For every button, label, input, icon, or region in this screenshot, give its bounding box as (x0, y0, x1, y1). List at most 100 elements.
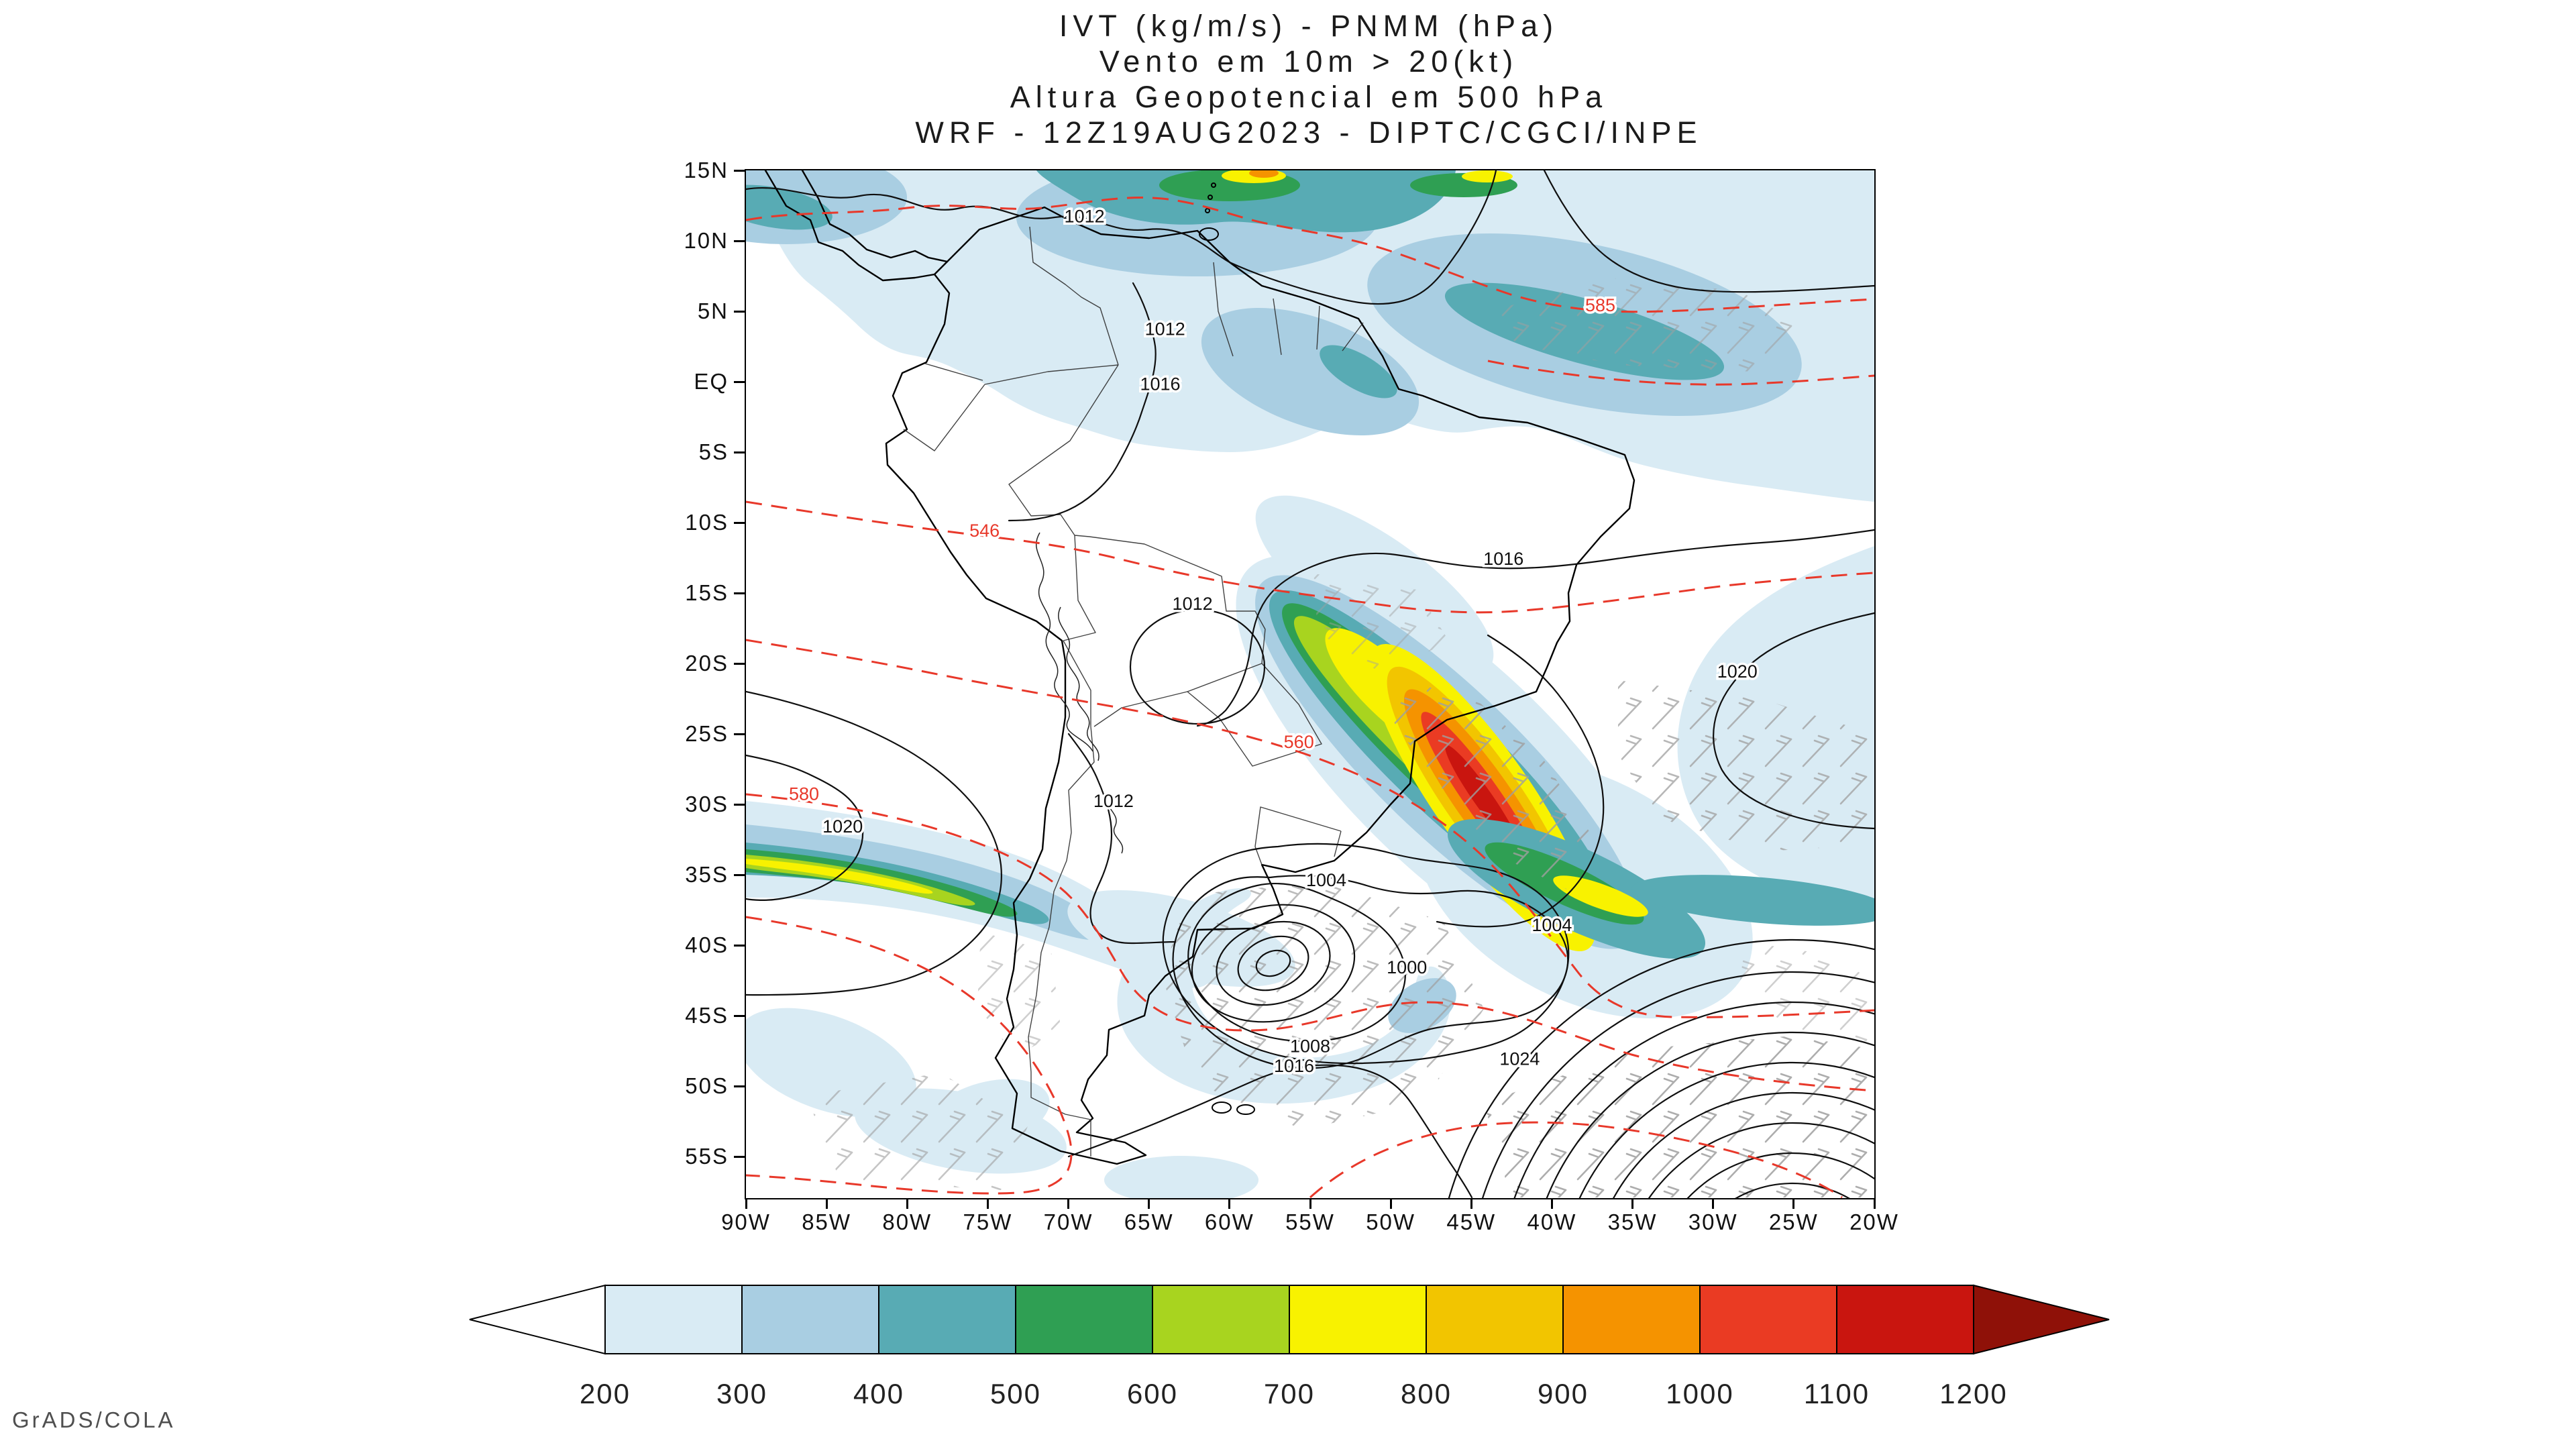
lat-tick-mark (734, 381, 745, 383)
height-contour-label: 585 (1585, 295, 1615, 315)
colorbar-segment (1836, 1285, 1974, 1354)
colorbar-level-label: 500 (990, 1378, 1041, 1409)
lat-tick-label: 25S (685, 721, 729, 746)
pressure-contour-label: 1020 (822, 816, 863, 837)
colorbar-segment (1015, 1285, 1153, 1354)
pressure-contour-label: 1012 (1145, 319, 1185, 339)
colorbar-segment (878, 1285, 1016, 1354)
lat-tick-mark (734, 522, 745, 524)
pressure-contour-label: 1012 (1065, 207, 1105, 227)
colorbar-level-label: 200 (580, 1378, 631, 1409)
southeast-low-contours (1448, 939, 1874, 1198)
lat-tick-label: 45S (685, 1003, 729, 1028)
lon-tick-mark (1389, 1198, 1392, 1209)
lon-tick-mark (1631, 1198, 1634, 1209)
lon-tick-mark (745, 1198, 747, 1209)
title-line-3: Altura Geopotencial em 500 hPa (1010, 80, 1608, 114)
map-canvas: 1012 1012 1016 1016 1012 1020 1020 1012 1004 1004… (746, 170, 1874, 1198)
falkland-islands (1212, 1102, 1232, 1114)
lon-tick-mark (1792, 1198, 1795, 1209)
lon-tick-mark (1228, 1198, 1231, 1209)
colorbar-segment (1152, 1285, 1290, 1354)
pressure-contour-label: 1016 (1483, 549, 1523, 569)
lon-tick-label: 70W (1043, 1210, 1093, 1234)
lat-tick-mark (734, 592, 745, 594)
colorbar-segment (1426, 1285, 1564, 1354)
title-line-2: Vento em 10m > 20(kt) (1099, 44, 1519, 78)
pressure-contour-label: 1016 (1140, 374, 1180, 394)
lat-tick-label: 10S (685, 510, 729, 535)
lat-tick-label: 35S (685, 862, 729, 887)
lat-tick-label: 20S (685, 651, 729, 676)
lon-tick-mark (1550, 1198, 1553, 1209)
colorbar-level-label: 400 (853, 1378, 904, 1409)
colorbar-level-label: 1200 (1939, 1378, 2007, 1409)
colorbar-segment (1562, 1285, 1701, 1354)
colorbar-level-label: 600 (1127, 1378, 1178, 1409)
lon-tick-label: 40W (1527, 1210, 1577, 1234)
lon-tick-label: 55W (1285, 1210, 1335, 1234)
colorbar-segment (1699, 1285, 1837, 1354)
lat-tick-mark (734, 1015, 745, 1017)
geopotential-contours (746, 197, 1874, 1198)
lon-tick-mark (1712, 1198, 1715, 1209)
colorbar-segment (604, 1285, 743, 1354)
lat-tick-label: 55S (685, 1144, 729, 1169)
colorbar-level-label: 800 (1401, 1378, 1452, 1409)
lon-tick-mark (1873, 1198, 1876, 1209)
colorbar-level-label: 1000 (1666, 1378, 1733, 1409)
lat-tick-label: 15S (685, 580, 729, 605)
lon-tick-mark (986, 1198, 989, 1209)
lon-tick-label: 85W (802, 1210, 852, 1234)
lat-tick-mark (734, 240, 745, 242)
height-contour-label: 560 (1284, 732, 1314, 752)
lon-tick-label: 75W (963, 1210, 1013, 1234)
colorbar-level-label: 900 (1538, 1378, 1589, 1409)
lat-tick-mark (734, 733, 745, 735)
lat-tick-label: EQ (694, 369, 729, 394)
lon-tick-label: 45W (1446, 1210, 1497, 1234)
colorbar-segment (1289, 1285, 1427, 1354)
lat-tick-label: 5S (698, 439, 729, 464)
lon-tick-label: 20W (1849, 1210, 1899, 1234)
lon-tick-label: 90W (721, 1210, 771, 1234)
lat-tick-mark (734, 311, 745, 313)
andes-contour-squiggles (1036, 532, 1124, 854)
pressure-contour-label: 1012 (1173, 594, 1213, 614)
lon-tick-mark (1148, 1198, 1150, 1209)
lat-tick-mark (734, 945, 745, 947)
lon-tick-label: 50W (1366, 1210, 1416, 1234)
trinidad-island (1199, 227, 1219, 241)
pressure-contour-label: 1008 (1290, 1036, 1330, 1057)
grads-credit: GrADS/COLA (12, 1407, 176, 1432)
height-labels: 585 546 560 580 (786, 293, 1617, 807)
lon-tick-label: 80W (882, 1210, 932, 1234)
lat-tick-label: 30S (685, 792, 729, 816)
colorbar-segment (741, 1285, 879, 1354)
lat-tick-mark (734, 451, 745, 453)
colorbar-left-arrow (469, 1284, 606, 1355)
lat-tick-label: 50S (685, 1073, 729, 1098)
cyclone-contours (1162, 843, 1570, 1069)
lat-tick-label: 10N (684, 228, 729, 253)
lat-tick-mark (734, 170, 745, 172)
chart-titles: IVT (kg/m/s) - PNMM (hPa) Vento em 10m >… (745, 8, 1873, 150)
colorbar-right-arrow (1973, 1284, 2110, 1355)
country-borders (903, 226, 1364, 1157)
lon-tick-label: 65W (1124, 1210, 1174, 1234)
colorbar-level-label: 300 (716, 1378, 767, 1409)
lon-tick-mark (825, 1198, 828, 1209)
chaco-low-contour (1129, 608, 1266, 725)
lat-tick-mark (734, 1085, 745, 1087)
lon-tick-mark (906, 1198, 908, 1209)
lat-tick-mark (734, 804, 745, 806)
pressure-labels: 1012 1012 1016 1016 1012 1020 1020 1012 1004 1004… (820, 204, 1760, 1078)
lat-tick-mark (734, 663, 745, 665)
pressure-contours (746, 170, 1874, 1198)
pressure-contour-label: 1020 (1717, 661, 1758, 682)
pressure-contour-label: 1004 (1532, 915, 1572, 935)
coastline (764, 170, 1635, 1165)
lat-tick-label: 15N (684, 158, 729, 182)
title-line-4: WRF - 12Z19AUG2023 - DIPTC/CGCI/INPE (915, 115, 1703, 150)
ivt-colorbar: 200 300 400 500 600 700 800 900 1000 1100 1200 (469, 1284, 2110, 1409)
